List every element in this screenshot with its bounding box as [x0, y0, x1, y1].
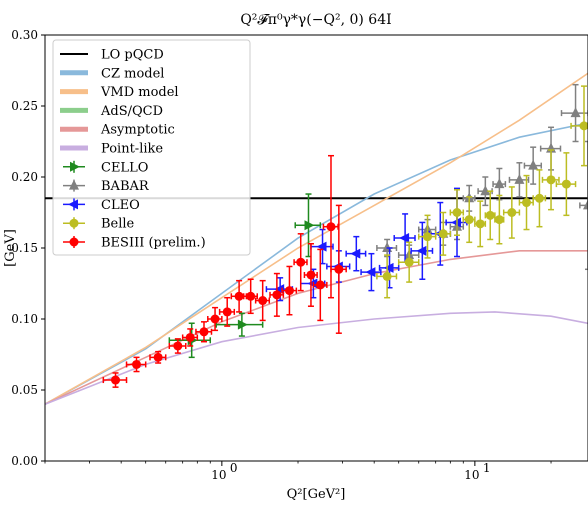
x-tick-exponent: 1: [483, 461, 491, 475]
point-belle: [494, 215, 504, 225]
point-cleo: [416, 245, 427, 256]
legend: LO pQCD CZ model VMD model AdS/QCD Asymptoti…: [52, 39, 251, 256]
point-cello: [237, 319, 248, 330]
legend-label-point-like: Point-like: [101, 142, 163, 157]
y-tick-label: 0.10: [11, 312, 38, 326]
curve-point-like: [45, 311, 588, 405]
x-tick-exponent: 0: [230, 461, 238, 475]
y-tick-label: 0.15: [11, 241, 38, 255]
point-cleo: [307, 278, 318, 289]
point-belle: [464, 215, 474, 225]
point-belle: [522, 198, 532, 208]
legend-label-vmd-model: VMD model: [100, 85, 179, 100]
point-belle: [452, 208, 462, 217]
legend-entry-cleo: CLEO: [63, 198, 140, 213]
y-tick-label: 0.30: [11, 28, 38, 42]
legend-label-cz-model: CZ model: [101, 66, 164, 81]
point-belle: [423, 232, 433, 242]
y-tick-label: 0.00: [11, 454, 38, 468]
point-besiii-prelim: [210, 314, 220, 324]
points-layer: [102, 83, 588, 388]
legend-entry-lo-pqcd: LO pQCD: [60, 48, 164, 63]
legend-marker-besiii-prelim: [69, 237, 79, 247]
legend-entry-besiii-prelim: BESIII (prelim.): [63, 236, 206, 251]
point-babar: [514, 173, 525, 184]
legend-entry-cello: CELLO: [63, 160, 148, 175]
point-besiii-prelim: [246, 291, 256, 301]
legend-label-ads-qcd: AdS/QCD: [100, 104, 163, 119]
legend-entry-vmd-model: VMD model: [60, 85, 179, 100]
legend-label-cello: CELLO: [101, 160, 148, 175]
point-cleo: [365, 267, 376, 278]
legend-marker-babar: [69, 179, 79, 190]
point-belle: [579, 121, 588, 131]
point-besiii-prelim: [111, 375, 121, 385]
point-belle: [475, 219, 485, 229]
y-tick-label: 0.05: [11, 383, 38, 397]
point-cleo: [350, 248, 361, 259]
point-besiii-prelim: [132, 359, 142, 369]
point-babar: [480, 185, 491, 196]
legend-label-cleo: CLEO: [101, 198, 140, 213]
point-besiii-prelim: [315, 280, 325, 290]
point-besiii-prelim: [334, 264, 344, 274]
point-besiii-prelim: [199, 327, 209, 337]
series-besiii-prelim: [102, 154, 347, 388]
point-belle: [546, 175, 556, 185]
legend-marker-cello: [70, 161, 80, 172]
point-babar: [494, 178, 505, 189]
y-tick-label: 0.25: [11, 99, 38, 113]
legend-label-belle: Belle: [101, 217, 135, 232]
legend-label-asymptotic: Asymptotic: [100, 123, 175, 138]
x-tick-label: 10: [211, 468, 226, 482]
point-besiii-prelim: [234, 291, 244, 301]
point-besiii-prelim: [284, 286, 294, 296]
x-tick-label: 10: [464, 468, 479, 482]
series-cello: [168, 193, 322, 359]
point-besiii-prelim: [185, 332, 195, 342]
point-babar: [528, 159, 539, 170]
legend-box: [52, 39, 251, 256]
point-besiii-prelim: [222, 307, 232, 317]
point-besiii-prelim: [258, 296, 268, 306]
point-cleo: [451, 217, 462, 228]
legend-entry-ads-qcd: AdS/QCD: [60, 104, 163, 119]
legend-label-babar: BABAR: [101, 179, 150, 194]
point-belle: [438, 229, 448, 239]
point-belle: [485, 210, 495, 220]
point-besiii-prelim: [173, 341, 183, 351]
series-belle: [376, 85, 588, 299]
legend-entry-belle: Belle: [63, 217, 135, 232]
point-belle: [382, 271, 392, 281]
point-babar: [583, 199, 588, 210]
point-belle: [507, 208, 517, 217]
point-babar: [570, 107, 581, 118]
point-cleo: [399, 233, 410, 244]
point-belle: [534, 193, 544, 203]
legend-entry-asymptotic: Asymptotic: [60, 123, 175, 138]
point-belle: [404, 257, 414, 267]
y-tick-label: 0.20: [11, 170, 38, 184]
legend-label-lo-pqcd: LO pQCD: [101, 48, 164, 63]
point-besiii-prelim: [326, 222, 336, 232]
legend-entry-babar: BABAR: [63, 179, 150, 194]
legend-entry-cz-model: CZ model: [60, 66, 164, 81]
legend-entry-point-like: Point-like: [60, 142, 163, 157]
point-cleo: [316, 241, 327, 252]
legend-marker-belle: [69, 218, 79, 228]
x-axis-label: Q²[GeV²]: [287, 487, 346, 502]
legend-marker-cleo: [68, 199, 78, 210]
y-axis-label: [GeV]: [3, 229, 18, 267]
point-besiii-prelim: [153, 352, 163, 362]
ticks-layer: 0.00 0.05 0.10 0.15 0.20 0.25 0.30 10 0 10 1: [11, 28, 552, 482]
point-besiii-prelim: [272, 290, 282, 300]
point-besiii-prelim: [296, 257, 306, 267]
point-cello: [304, 220, 315, 231]
legend-label-besiii-prelim: BESIII (prelim.): [101, 236, 206, 251]
point-besiii-prelim: [306, 270, 316, 280]
point-cleo: [383, 262, 394, 273]
point-belle: [561, 179, 571, 189]
chart-title: Q²𝓕π⁰γ*γ(−Q², 0) 64I: [240, 12, 391, 28]
